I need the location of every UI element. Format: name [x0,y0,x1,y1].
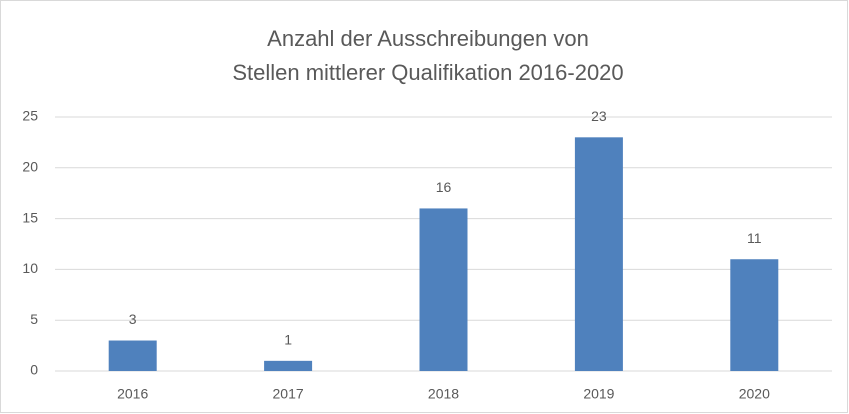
data-label: 16 [436,179,452,195]
x-tick-label: 2019 [583,386,614,402]
data-label: 3 [129,311,137,327]
y-tick-label: 0 [30,362,38,378]
x-tick-label: 2018 [428,386,459,402]
x-tick-label: 2020 [739,386,770,402]
y-tick-label: 15 [22,209,38,225]
chart-title: Stellen mittlerer Qualifikation 2016-202… [232,60,623,85]
data-label: 1 [284,332,292,348]
y-tick-label: 5 [30,311,38,327]
bar [264,360,313,371]
data-label: 23 [591,108,607,124]
bar [419,208,468,371]
bar [574,137,623,371]
x-tick-label: 2017 [273,386,304,402]
x-tick-label: 2016 [117,386,148,402]
chart-title: Anzahl der Ausschreibungen von [267,26,589,51]
bar [108,340,157,371]
y-tick-label: 10 [22,260,38,276]
y-tick-label: 20 [22,159,38,175]
data-label: 11 [747,230,762,246]
y-tick-label: 25 [22,108,38,124]
bar [730,259,779,371]
